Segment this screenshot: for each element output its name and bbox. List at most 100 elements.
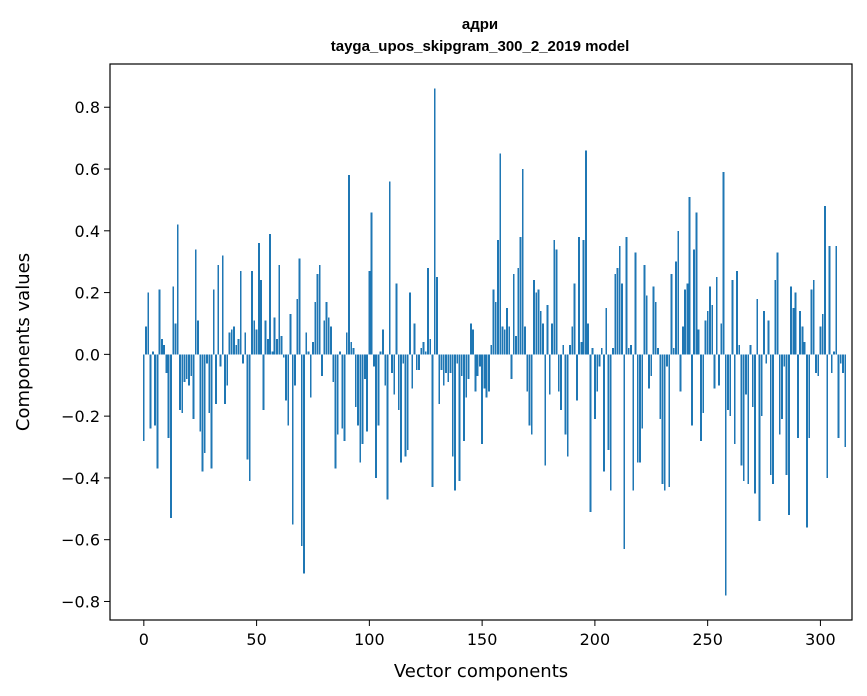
bar-213 bbox=[623, 354, 626, 549]
bar-192 bbox=[575, 354, 578, 401]
bar-153 bbox=[487, 354, 490, 392]
bar-206 bbox=[607, 354, 610, 451]
bar-302 bbox=[824, 206, 826, 355]
bar-131 bbox=[438, 354, 441, 404]
bar-2 bbox=[147, 292, 150, 355]
bar-78 bbox=[318, 264, 321, 355]
bar-198 bbox=[589, 354, 592, 512]
bar-125 bbox=[424, 351, 427, 355]
bar-88 bbox=[341, 354, 344, 429]
y-tick-label-7: 0.6 bbox=[75, 160, 100, 179]
bar-257 bbox=[722, 172, 725, 355]
y-axis-ticks: −0.8 −0.6 −0.4 −0.2 0.0 0.2 0.4 0.6 0.8 bbox=[61, 98, 110, 611]
bar-91 bbox=[348, 175, 350, 355]
bar-309 bbox=[839, 354, 842, 364]
bar-166 bbox=[517, 267, 520, 355]
bar-207 bbox=[609, 354, 612, 491]
bar-145 bbox=[469, 323, 472, 355]
bar-231 bbox=[663, 354, 666, 491]
bar-185 bbox=[560, 354, 562, 410]
bar-219 bbox=[636, 354, 639, 463]
bar-262 bbox=[733, 354, 736, 444]
bar-138 bbox=[454, 354, 456, 491]
bar-252 bbox=[711, 304, 714, 355]
bar-189 bbox=[569, 345, 571, 355]
bar-203 bbox=[600, 348, 603, 355]
bar-47 bbox=[248, 354, 251, 481]
x-tick-label-150: 150 bbox=[467, 630, 498, 649]
bar-112 bbox=[395, 283, 398, 355]
bar-272 bbox=[756, 298, 759, 355]
bar-67 bbox=[294, 354, 296, 386]
bar-55 bbox=[266, 338, 269, 355]
bar-303 bbox=[826, 354, 829, 478]
bar-157 bbox=[497, 240, 499, 355]
bar-85 bbox=[334, 354, 337, 469]
bar-126 bbox=[427, 267, 429, 355]
bar-205 bbox=[605, 308, 608, 355]
bar-99 bbox=[366, 354, 368, 432]
bar-159 bbox=[501, 326, 504, 355]
bar-170 bbox=[526, 354, 529, 392]
bar-14 bbox=[174, 323, 177, 355]
bar-291 bbox=[799, 311, 802, 355]
bar-139 bbox=[456, 354, 459, 364]
bar-98 bbox=[363, 354, 366, 380]
bar-275 bbox=[763, 311, 765, 355]
bar-248 bbox=[702, 354, 705, 414]
bar-93 bbox=[352, 348, 355, 355]
bar-25 bbox=[199, 354, 202, 432]
bar-10 bbox=[165, 354, 168, 373]
bar-34 bbox=[219, 354, 222, 367]
bar-118 bbox=[409, 292, 411, 355]
x-tick-label-250: 250 bbox=[692, 630, 723, 649]
bar-149 bbox=[478, 354, 481, 367]
bar-295 bbox=[808, 354, 811, 438]
bar-238 bbox=[679, 354, 682, 392]
bar-274 bbox=[760, 354, 763, 417]
bar-0 bbox=[142, 354, 145, 441]
bar-123 bbox=[420, 348, 423, 355]
y-axis-label: Components values bbox=[13, 253, 34, 431]
bar-232 bbox=[666, 354, 668, 367]
bar-173 bbox=[533, 280, 535, 355]
bar-51 bbox=[257, 243, 260, 355]
bar-3 bbox=[149, 354, 152, 429]
bar-175 bbox=[537, 289, 540, 355]
bar-38 bbox=[228, 332, 231, 355]
bar-57 bbox=[271, 351, 274, 355]
bar-278 bbox=[769, 354, 772, 475]
x-axis-label: Vector components bbox=[394, 661, 568, 682]
bar-113 bbox=[397, 354, 400, 410]
bar-61 bbox=[280, 335, 283, 355]
bar-253 bbox=[713, 354, 716, 389]
bar-68 bbox=[296, 298, 299, 355]
bar-260 bbox=[729, 354, 732, 417]
bar-65 bbox=[289, 314, 292, 355]
bar-271 bbox=[754, 354, 756, 494]
bar-106 bbox=[381, 329, 384, 355]
bar-195 bbox=[582, 240, 585, 355]
bar-307 bbox=[835, 246, 838, 355]
bar-147 bbox=[474, 354, 477, 392]
bar-265 bbox=[740, 354, 743, 466]
bar-179 bbox=[546, 304, 549, 355]
bar-250 bbox=[706, 311, 709, 355]
bar-305 bbox=[830, 354, 833, 373]
bar-80 bbox=[323, 320, 326, 355]
bar-96 bbox=[359, 354, 362, 463]
bar-116 bbox=[404, 354, 407, 457]
y-tick-label-5: 0.2 bbox=[75, 284, 100, 303]
bar-7 bbox=[158, 289, 161, 355]
bar-216 bbox=[630, 345, 632, 355]
bar-181 bbox=[551, 323, 553, 355]
bar-256 bbox=[720, 323, 723, 355]
bar-22 bbox=[192, 354, 195, 420]
bar-101 bbox=[370, 212, 373, 355]
y-tick-label-4: 0.0 bbox=[75, 345, 100, 364]
bar-119 bbox=[411, 354, 414, 389]
bar-306 bbox=[833, 351, 835, 355]
y-tick-label-1: −0.6 bbox=[61, 531, 100, 550]
bar-267 bbox=[745, 354, 747, 395]
bar-129 bbox=[433, 88, 436, 355]
